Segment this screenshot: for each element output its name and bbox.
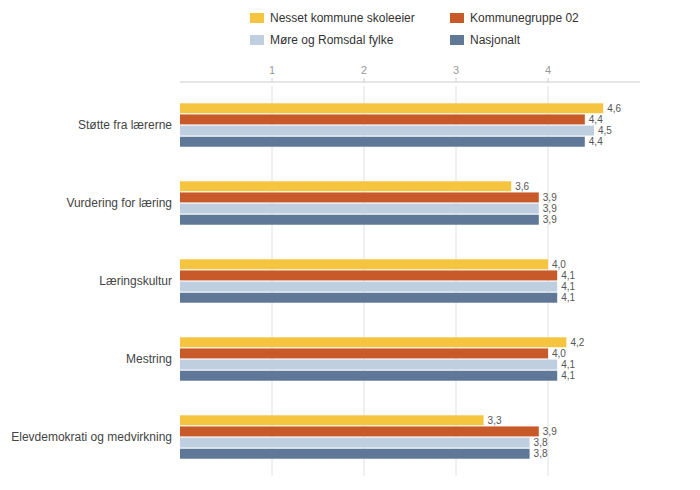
legend: Nesset kommune skoleeier Kommunegruppe 02… <box>250 11 579 47</box>
bar <box>180 137 585 147</box>
data-label: 3,9 <box>543 214 557 225</box>
bar <box>180 181 511 191</box>
data-label: 4,0 <box>552 259 566 270</box>
bar <box>180 103 603 113</box>
bar <box>180 204 539 214</box>
bar <box>180 282 557 292</box>
bar <box>180 371 557 381</box>
x-tick <box>548 78 549 82</box>
data-labels: 4,63,64,04,23,34,43,94,14,03,94,53,94,14… <box>488 103 622 459</box>
x-tick-label: 1 <box>269 64 275 76</box>
data-label: 4,6 <box>607 103 621 114</box>
bar <box>180 449 530 459</box>
bar <box>180 348 548 358</box>
data-label: 4,1 <box>561 270 575 281</box>
bar <box>180 438 530 448</box>
category-label: Elevdemokrati og medvirkning <box>11 430 172 444</box>
legend-label: Nasjonalt <box>470 33 521 47</box>
legend-swatch <box>250 13 264 23</box>
bar <box>180 293 557 303</box>
data-label: 4,1 <box>561 370 575 381</box>
bar <box>180 215 539 225</box>
bar <box>180 270 557 280</box>
data-label: 4,4 <box>589 114 603 125</box>
bar <box>180 126 594 136</box>
x-tick-label: 3 <box>453 64 459 76</box>
legend-swatch <box>450 13 464 23</box>
category-label: Læringskultur <box>99 274 172 288</box>
bars <box>180 103 603 458</box>
data-label: 4,1 <box>561 292 575 303</box>
data-label: 3,8 <box>534 437 548 448</box>
category-label: Vurdering for læring <box>66 196 172 210</box>
bar <box>180 415 484 425</box>
data-label: 4,0 <box>552 348 566 359</box>
bar <box>180 114 585 124</box>
bar <box>180 337 566 347</box>
bar <box>180 192 539 202</box>
data-label: 3,9 <box>543 192 557 203</box>
data-label: 3,8 <box>534 448 548 459</box>
bar <box>180 259 548 269</box>
legend-swatch <box>250 35 264 45</box>
data-label: 4,1 <box>561 359 575 370</box>
category-label: Støtte fra lærerne <box>78 118 172 132</box>
chart: 12344,63,64,04,23,34,43,94,14,03,94,53,9… <box>0 0 700 490</box>
legend-label: Kommunegruppe 02 <box>470 11 579 25</box>
data-label: 4,5 <box>598 125 612 136</box>
bar <box>180 426 539 436</box>
x-tick <box>272 78 273 82</box>
data-label: 3,9 <box>543 203 557 214</box>
data-label: 3,6 <box>515 181 529 192</box>
data-label: 4,4 <box>589 136 603 147</box>
x-tick <box>456 78 457 82</box>
data-label: 3,9 <box>543 426 557 437</box>
data-label: 4,1 <box>561 281 575 292</box>
legend-label: Møre og Romsdal fylke <box>270 33 394 47</box>
bar <box>180 360 557 370</box>
x-tick <box>364 78 365 82</box>
category-label: Mestring <box>126 352 172 366</box>
x-axis-line <box>180 82 640 83</box>
data-label: 3,3 <box>488 415 502 426</box>
legend-swatch <box>450 35 464 45</box>
data-label: 4,2 <box>570 337 584 348</box>
legend-label: Nesset kommune skoleeier <box>270 11 415 25</box>
x-tick-label: 2 <box>361 64 367 76</box>
x-tick-label: 4 <box>545 64 551 76</box>
